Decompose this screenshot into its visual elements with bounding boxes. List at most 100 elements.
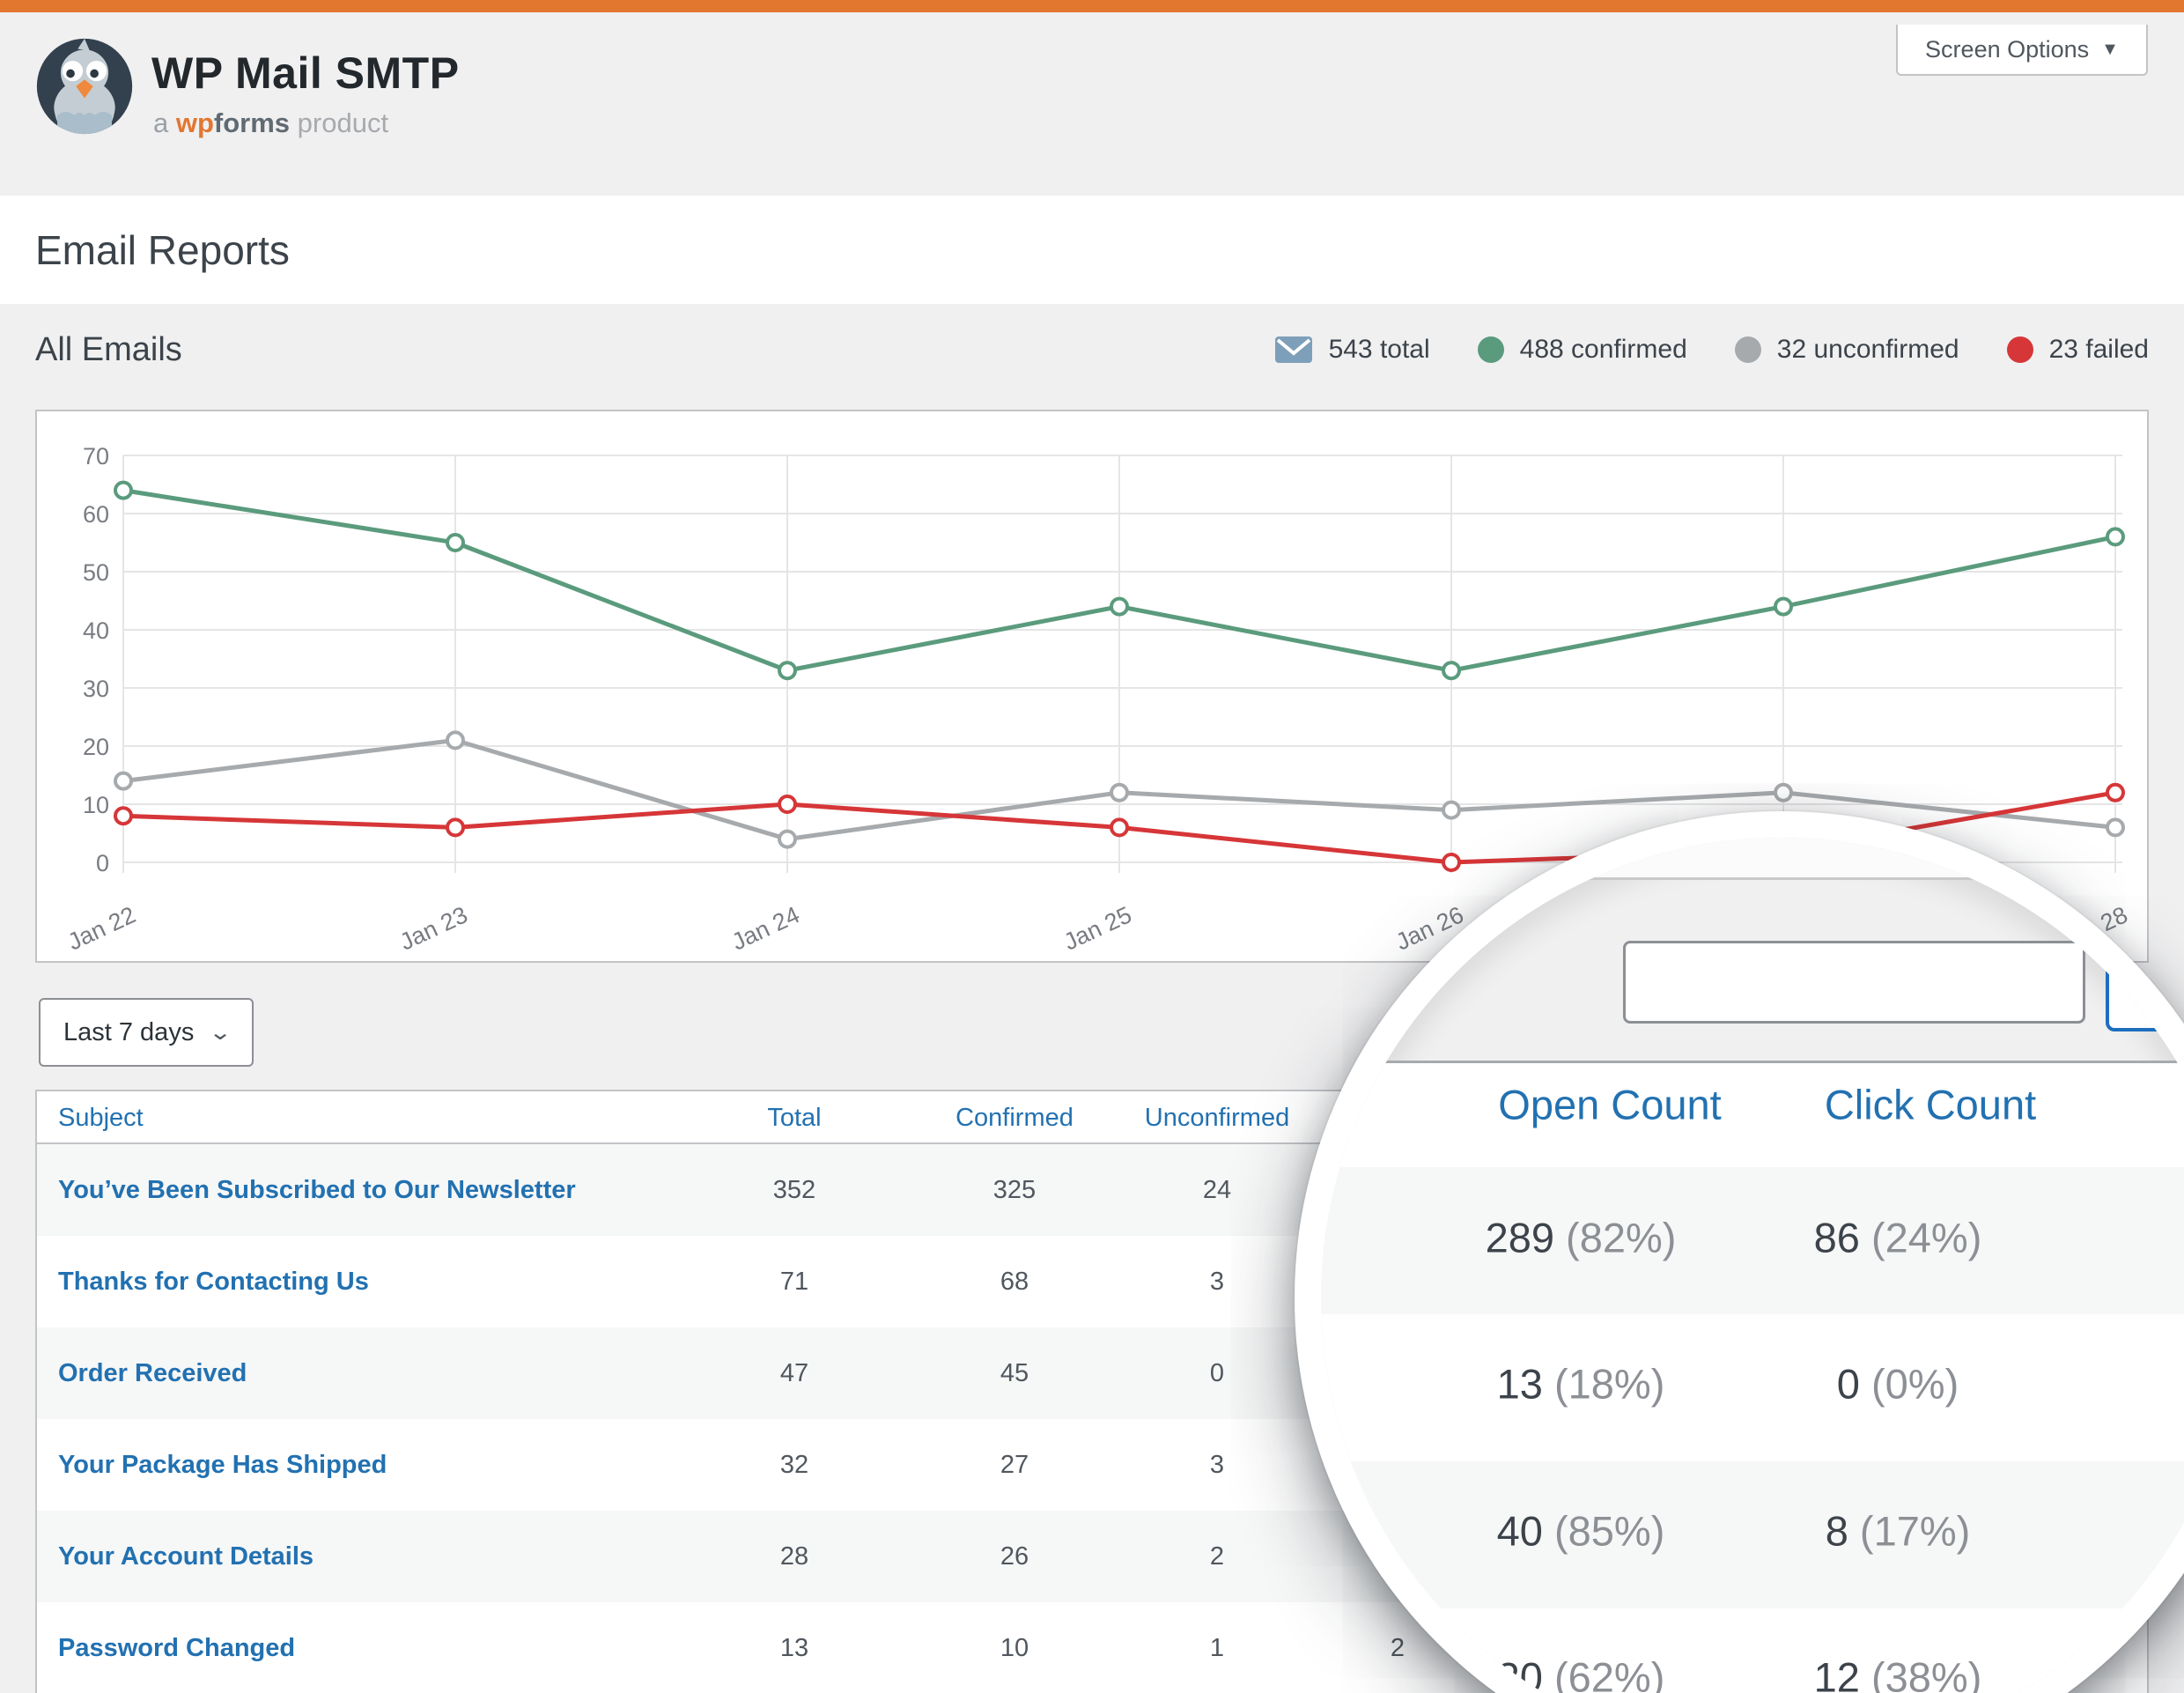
magnified-click-count-cell: 8 (17%) — [1826, 1506, 1971, 1555]
svg-text:60: 60 — [83, 501, 109, 528]
magnified-column-header-open-count[interactable]: Open Count — [1498, 1081, 1722, 1128]
confirmed-cell: 45 — [1000, 1358, 1029, 1387]
screen-options-label: Screen Options — [1925, 35, 2090, 63]
column-header-unconfirmed[interactable]: Unconfirmed — [1144, 1103, 1290, 1132]
svg-text:Jan 22: Jan 22 — [63, 901, 139, 955]
count-value: 12 — [1813, 1653, 1860, 1693]
tagline-a: a — [153, 107, 176, 138]
count-percent: (17%) — [1859, 1507, 1971, 1555]
count-value: 8 — [1825, 1507, 1848, 1555]
chart-legend: 543 total 488 confirmed 32 unconfirmed 2… — [1274, 335, 2149, 365]
magnified-open-count-cell: 40 (85%) — [1497, 1506, 1665, 1555]
column-header-total[interactable]: Total — [767, 1103, 822, 1132]
confirmed-cell: 68 — [1000, 1267, 1029, 1296]
date-range-select[interactable]: Last 7 days ⌄ — [39, 998, 254, 1067]
magnified-click-count-cell: 12 (38%) — [1814, 1653, 1982, 1693]
legend-confirmed-label: 488 confirmed — [1519, 335, 1687, 364]
legend-item-total: 543 total — [1274, 335, 1430, 365]
total-cell: 47 — [779, 1358, 809, 1387]
count-percent: (18%) — [1553, 1360, 1665, 1408]
count-percent: (82%) — [1566, 1214, 1677, 1261]
date-range-value: Last 7 days — [63, 1017, 195, 1046]
magnified-row-stripe — [1321, 1461, 2184, 1608]
column-header-confirmed[interactable]: Confirmed — [956, 1103, 1074, 1132]
unconfirmed-cell: 0 — [1209, 1358, 1225, 1387]
column-header-subject[interactable]: Subject — [58, 1103, 144, 1132]
tagline-wp: wp — [175, 107, 214, 138]
subject-link[interactable]: Your Account Details — [58, 1541, 314, 1571]
subject-link[interactable]: Order Received — [58, 1358, 247, 1387]
svg-text:30: 30 — [83, 676, 109, 702]
unconfirmed-dot-icon — [1734, 336, 1761, 363]
magnified-click-count-cell: 0 (0%) — [1837, 1360, 1959, 1408]
total-cell: 28 — [779, 1541, 809, 1571]
table-row: Password Changed 13 10 12 — [37, 1602, 2147, 1693]
svg-text:Jan 25: Jan 25 — [1059, 901, 1135, 955]
total-cell: 352 — [772, 1175, 816, 1204]
envelope-icon — [1274, 336, 1312, 363]
confirmed-cell: 325 — [992, 1175, 1037, 1204]
total-cell: 71 — [779, 1267, 809, 1296]
svg-text:Jan 23: Jan 23 — [395, 901, 471, 955]
magnified-search-button[interactable] — [2106, 954, 2184, 1031]
unconfirmed-cell: 3 — [1209, 1267, 1225, 1296]
confirmed-cell: 26 — [1000, 1541, 1029, 1571]
magnified-table — [1321, 1061, 2184, 1693]
table-header-row: Subject Total Confirmed Unconfirmed — [37, 1091, 2147, 1144]
svg-text:10: 10 — [83, 792, 109, 818]
magnifier-zoom-bubble: Open Count Click Count 289 (82%) 86 (24%)… — [1295, 811, 2184, 1693]
subject-cell: Your Package Has Shipped — [58, 1419, 675, 1511]
wp-mail-smtp-pigeon-logo — [36, 38, 133, 135]
unconfirmed-cell: 24 — [1202, 1175, 1232, 1204]
page-title-band: Email Reports — [0, 196, 2184, 304]
count-value: 0 — [1836, 1360, 1860, 1408]
count-value: 13 — [1496, 1360, 1543, 1408]
svg-text:40: 40 — [83, 617, 109, 644]
magnified-search-input[interactable] — [1623, 941, 2085, 1024]
legend-item-failed: 23 failed — [2006, 335, 2149, 365]
legend-failed-label: 23 failed — [2048, 335, 2149, 364]
top-accent-bar — [0, 0, 2184, 12]
count-percent: (62%) — [1553, 1653, 1665, 1693]
subject-link[interactable]: Your Package Has Shipped — [58, 1450, 387, 1479]
legend-item-confirmed: 488 confirmed — [1477, 335, 1687, 365]
unconfirmed-cell: 3 — [1209, 1450, 1225, 1479]
section-title: All Emails — [35, 331, 182, 368]
magnified-column-header-click-count[interactable]: Click Count — [1824, 1081, 2037, 1128]
tagline-product: product — [290, 107, 389, 138]
table-row: Thanks for Contacting Us 71 68 3 — [37, 1236, 2147, 1327]
page-title: Email Reports — [35, 226, 290, 273]
confirmed-cell: 27 — [1000, 1450, 1029, 1479]
count-value: 40 — [1496, 1507, 1543, 1555]
app-tagline: a wpforms product — [153, 107, 388, 139]
subject-cell: Thanks for Contacting Us — [58, 1236, 675, 1327]
subject-link[interactable]: Thanks for Contacting Us — [58, 1267, 369, 1296]
chevron-down-icon: ⌄ — [208, 1020, 232, 1045]
confirmed-dot-icon — [1477, 336, 1504, 363]
screen-options-button[interactable]: Screen Options ▼ — [1896, 25, 2148, 76]
svg-text:20: 20 — [83, 734, 109, 760]
svg-text:50: 50 — [83, 559, 109, 586]
magnifier-content: Open Count Click Count 289 (82%) 86 (24%)… — [1321, 838, 2184, 1693]
svg-text:70: 70 — [83, 443, 109, 469]
subject-cell: Password Changed — [58, 1602, 675, 1693]
subject-link[interactable]: Password Changed — [58, 1633, 296, 1662]
count-value: 86 — [1813, 1214, 1860, 1261]
app-header: WP Mail SMTP a wpforms product Screen Op… — [0, 12, 2184, 196]
total-cell: 32 — [779, 1450, 809, 1479]
magnified-chart-panel-edge — [1321, 838, 2184, 880]
count-percent: (24%) — [1870, 1214, 1982, 1261]
count-percent: (85%) — [1553, 1507, 1665, 1555]
count-percent: (0%) — [1870, 1360, 1959, 1408]
magnified-row-stripe — [1321, 1167, 2184, 1314]
svg-text:0: 0 — [96, 850, 109, 876]
app-title: WP Mail SMTP — [151, 48, 460, 98]
legend-unconfirmed-label: 32 unconfirmed — [1776, 335, 1959, 364]
table-row: Your Package Has Shipped 32 27 3 — [37, 1419, 2147, 1511]
svg-text:Jan 24: Jan 24 — [727, 901, 803, 955]
legend-item-unconfirmed: 32 unconfirmed — [1734, 335, 1959, 365]
tagline-forms: forms — [213, 107, 291, 138]
failed-dot-icon — [2006, 336, 2033, 363]
subject-link[interactable]: You’ve Been Subscribed to Our Newsletter — [58, 1175, 576, 1204]
